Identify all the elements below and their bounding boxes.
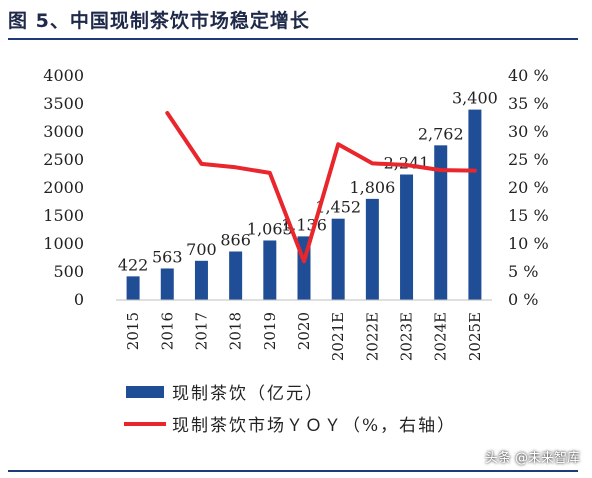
bar-labels: 422 563 700 8661,0631,1361,4521,8062,2412,7… [118, 89, 498, 275]
legend: 现制茶饮（亿元） 现制茶饮市场ＹＯＹ（%，右轴） [124, 384, 456, 436]
x-axis: 2015 2016 2017 2018 2019 2020 2021E 2022E 2023E 2… [116, 299, 492, 361]
bar-value-label: 866 [220, 231, 251, 250]
left-tick-label: 4000 [43, 66, 84, 85]
left-tick-label: 2500 [43, 150, 84, 169]
bar-value-label: 700 [186, 240, 217, 259]
left-axis: 0 500 1000 1500 2000 2500 3000 3500 4000 [43, 66, 84, 309]
right-tick-label: 10 % [508, 234, 549, 253]
bar-value-label: 2,762 [418, 124, 464, 143]
right-tick-label: 15 % [508, 206, 549, 225]
bar [434, 145, 448, 300]
right-tick-label: 35 % [508, 94, 549, 113]
watermark: 头条 @未来智库 [484, 451, 580, 466]
legend-label: 现制茶饮市场ＹＯＹ（%，右轴） [172, 416, 456, 436]
left-tick-label: 1500 [43, 206, 84, 225]
yoy-line-series [165, 111, 477, 264]
bar-value-label: 1,806 [349, 178, 395, 197]
bar [194, 260, 208, 300]
x-tick-label: 2022E [363, 312, 381, 361]
right-tick-label: 30 % [508, 122, 549, 141]
bar [468, 109, 482, 300]
x-tick-label: 2019 [261, 312, 279, 350]
right-tick-label: 5 % [508, 262, 538, 281]
left-tick-label: 0 [74, 290, 84, 309]
title-divider [8, 38, 578, 40]
legend-bar-swatch [126, 386, 164, 398]
bar [400, 174, 414, 300]
left-tick-label: 3500 [43, 94, 84, 113]
bar-value-label: 3,400 [452, 89, 498, 108]
legend-label: 现制茶饮（亿元） [172, 384, 324, 404]
right-tick-label: 40 % [508, 66, 549, 85]
bar-value-label: 1,452 [315, 198, 361, 217]
x-tick-label: 2025E [466, 312, 484, 361]
right-tick-label: 0 % [508, 290, 538, 309]
x-tick-label: 2016 [158, 312, 176, 350]
x-tick-label: 2023E [398, 312, 416, 361]
bar [229, 251, 243, 300]
bar-value-label: 422 [118, 255, 149, 274]
x-tick-label: 2018 [227, 312, 245, 350]
x-tick-label: 2017 [192, 312, 210, 350]
x-tick-label: 2024E [432, 312, 450, 361]
left-tick-label: 500 [53, 262, 84, 281]
chart-title: 图 5、中国现制茶饮市场稳定增长 [8, 10, 310, 32]
bar-value-label: 1,063 [247, 219, 293, 238]
bar [365, 198, 379, 300]
bar [331, 218, 345, 300]
bar [126, 276, 140, 300]
x-tick-label: 2015 [124, 312, 142, 350]
right-tick-label: 25 % [508, 150, 549, 169]
x-tick-label: 2020 [295, 312, 313, 350]
bottom-divider [8, 470, 578, 472]
left-tick-label: 1000 [43, 234, 84, 253]
left-tick-label: 2000 [43, 178, 84, 197]
bar-value-label: 563 [152, 247, 183, 266]
bar [160, 268, 174, 300]
x-tick-label: 2021E [329, 312, 347, 361]
bar [263, 240, 277, 300]
left-tick-label: 3000 [43, 122, 84, 141]
right-axis: 0 % 5 % 10 % 15 % 20 % 25 % 30 % 35 % 40 % [508, 66, 549, 309]
yoy-line [165, 111, 477, 264]
right-tick-label: 20 % [508, 178, 549, 197]
